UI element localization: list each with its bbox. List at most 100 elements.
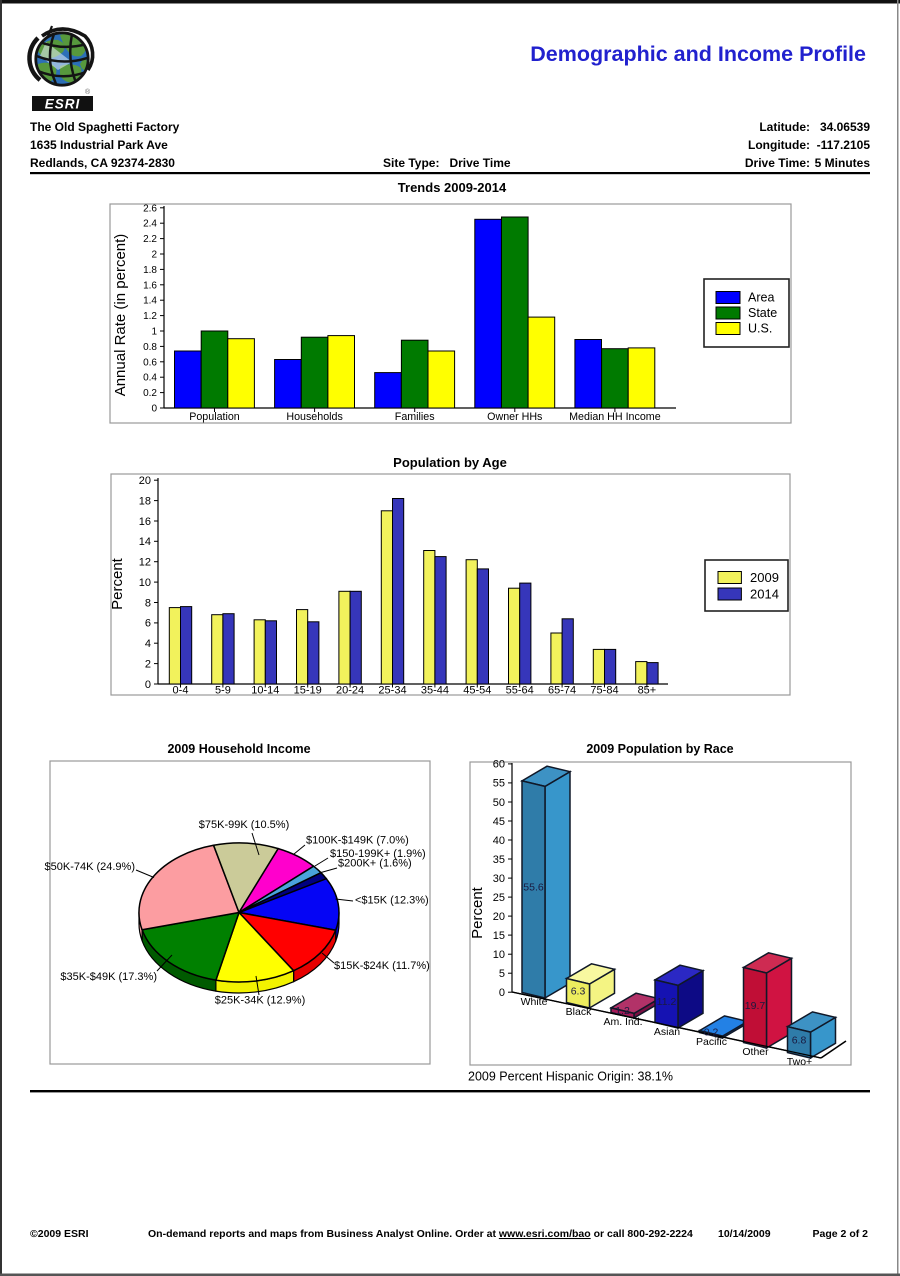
svg-text:18: 18 <box>139 495 151 507</box>
svg-text:$50K-74K (24.9%): $50K-74K (24.9%) <box>45 861 136 873</box>
svg-text:Demographic and Income Profile: Demographic and Income Profile <box>530 42 866 66</box>
svg-text:50: 50 <box>493 797 505 809</box>
svg-text:1: 1 <box>151 327 157 338</box>
svg-text:The Old Spaghetti Factory: The Old Spaghetti Factory <box>30 120 180 134</box>
svg-text:Two+: Two+ <box>787 1056 812 1068</box>
svg-text:U.S.: U.S. <box>748 322 772 336</box>
svg-text:40: 40 <box>493 835 505 847</box>
svg-text:Households: Households <box>286 411 342 423</box>
svg-text:2009: 2009 <box>750 570 779 585</box>
svg-text:6.8: 6.8 <box>792 1035 807 1047</box>
svg-text:55-64: 55-64 <box>506 685 534 697</box>
svg-text:2.4: 2.4 <box>143 219 157 230</box>
svg-text:Drive Time:: Drive Time: <box>745 156 810 170</box>
svg-text:15-19: 15-19 <box>294 685 322 697</box>
svg-text:5: 5 <box>499 968 505 980</box>
svg-text:Population by Age: Population by Age <box>393 455 507 470</box>
svg-text:0: 0 <box>151 404 157 415</box>
svg-text:Latitude:: Latitude: <box>759 120 810 134</box>
svg-text:Redlands, CA 92374-2830: Redlands, CA 92374-2830 <box>30 156 175 170</box>
svg-text:8: 8 <box>145 597 151 609</box>
svg-text:35: 35 <box>493 854 505 866</box>
svg-text:Pacific: Pacific <box>696 1036 727 1048</box>
svg-text:Owner HHs: Owner HHs <box>487 411 542 423</box>
svg-text:Families: Families <box>395 411 435 423</box>
svg-text:2: 2 <box>151 250 157 261</box>
svg-text:On-demand reports and maps fro: On-demand reports and maps from Business… <box>148 1228 693 1240</box>
svg-text:60: 60 <box>493 759 505 771</box>
svg-text:0.6: 0.6 <box>143 357 157 368</box>
svg-text:10/14/2009: 10/14/2009 <box>718 1228 771 1240</box>
svg-text:55.6: 55.6 <box>523 882 544 894</box>
svg-text:6: 6 <box>145 618 151 630</box>
svg-text:Site Type: Drive Time: Site Type: Drive Time <box>383 156 511 170</box>
svg-text:1.6: 1.6 <box>143 280 157 291</box>
svg-text:1.4: 1.4 <box>143 296 157 307</box>
svg-text:2009 Population by Race: 2009 Population by Race <box>586 742 733 756</box>
svg-text:5 Minutes: 5 Minutes <box>815 156 871 170</box>
svg-text:2.6: 2.6 <box>143 203 157 214</box>
svg-text:©2009 ESRI: ©2009 ESRI <box>30 1228 89 1240</box>
svg-text:12: 12 <box>139 557 151 569</box>
svg-text:85+: 85+ <box>638 685 657 697</box>
svg-text:$150-199K+ (1.9%): $150-199K+ (1.9%) <box>330 848 426 860</box>
svg-text:55: 55 <box>493 778 505 790</box>
svg-text:$100K-$149K (7.0%): $100K-$149K (7.0%) <box>306 835 409 847</box>
svg-text:White: White <box>521 996 548 1008</box>
svg-text:Percent: Percent <box>109 557 126 610</box>
svg-text:-117.2105: -117.2105 <box>817 138 871 152</box>
svg-text:$15K-$24K (11.7%): $15K-$24K (11.7%) <box>334 960 430 972</box>
svg-text:6.3: 6.3 <box>571 986 586 998</box>
svg-text:Page 2 of 2: Page 2 of 2 <box>813 1228 869 1240</box>
svg-text:34.06539: 34.06539 <box>820 120 870 134</box>
svg-text:1.2: 1.2 <box>615 1005 630 1017</box>
svg-text:25: 25 <box>493 892 505 904</box>
svg-text:65-74: 65-74 <box>548 685 576 697</box>
svg-text:11.2: 11.2 <box>657 996 677 1008</box>
svg-text:Black: Black <box>566 1006 592 1018</box>
svg-text:$200K+ (1.6%): $200K+ (1.6%) <box>338 858 412 870</box>
svg-text:Area: Area <box>748 291 774 305</box>
svg-text:10: 10 <box>493 949 505 961</box>
svg-text:16: 16 <box>139 516 151 528</box>
svg-text:<$15K (12.3%): <$15K (12.3%) <box>355 895 429 907</box>
svg-text:Longitude:: Longitude: <box>748 138 810 152</box>
svg-text:25-34: 25-34 <box>378 685 406 697</box>
svg-text:20-24: 20-24 <box>336 685 364 697</box>
svg-text:$25K-34K (12.9%): $25K-34K (12.9%) <box>215 995 306 1007</box>
svg-text:0: 0 <box>145 679 151 691</box>
svg-text:35-44: 35-44 <box>421 685 449 697</box>
svg-text:State: State <box>748 306 777 320</box>
svg-text:14: 14 <box>139 536 151 548</box>
svg-text:1635 Industrial Park Ave: 1635 Industrial Park Ave <box>30 138 168 152</box>
svg-text:20: 20 <box>139 475 151 487</box>
svg-text:2: 2 <box>145 658 151 670</box>
svg-text:19.7: 19.7 <box>745 1000 766 1012</box>
svg-text:Trends 2009-2014: Trends 2009-2014 <box>398 180 507 195</box>
svg-text:0.4: 0.4 <box>143 373 157 384</box>
svg-text:1.8: 1.8 <box>143 265 157 276</box>
svg-text:4: 4 <box>145 638 151 650</box>
svg-text:2009 Household Income: 2009 Household Income <box>167 742 310 756</box>
svg-text:2009 Percent Hispanic Origin:: 2009 Percent Hispanic Origin: 38.1% <box>468 1070 673 1084</box>
svg-text:10-14: 10-14 <box>251 685 279 697</box>
svg-text:10: 10 <box>139 577 151 589</box>
svg-text:Percent: Percent <box>469 886 486 939</box>
svg-text:20: 20 <box>493 911 505 923</box>
svg-text:ESRI: ESRI <box>45 97 81 112</box>
svg-text:2.2: 2.2 <box>143 234 157 245</box>
svg-text:®: ® <box>85 88 91 96</box>
svg-text:Median HH Income: Median HH Income <box>569 411 661 423</box>
svg-text:45-54: 45-54 <box>463 685 491 697</box>
svg-text:$75K-99K (10.5%): $75K-99K (10.5%) <box>199 819 290 831</box>
svg-text:1.2: 1.2 <box>143 311 157 322</box>
svg-text:2014: 2014 <box>750 587 779 602</box>
svg-text:0.2: 0.2 <box>704 1027 719 1039</box>
svg-text:Population: Population <box>189 411 240 423</box>
svg-text:15: 15 <box>493 930 505 942</box>
svg-text:Am. Ind.: Am. Ind. <box>603 1016 642 1028</box>
svg-text:$35K-$49K (17.3%): $35K-$49K (17.3%) <box>60 971 157 983</box>
svg-text:5-9: 5-9 <box>215 685 231 697</box>
svg-text:Other: Other <box>742 1046 769 1058</box>
svg-text:Asian: Asian <box>654 1026 680 1038</box>
